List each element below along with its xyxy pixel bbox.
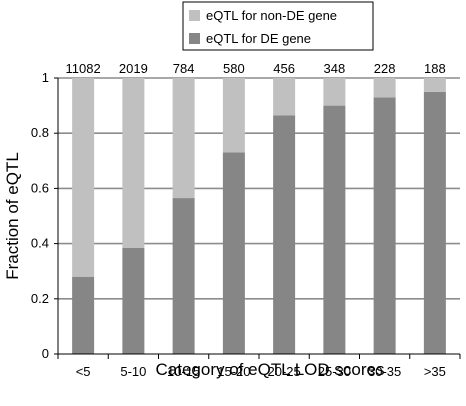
bar-segment: [423, 78, 446, 92]
bar-segment: [273, 115, 296, 354]
bar-segment: [72, 276, 95, 354]
bar-segment: [222, 152, 245, 354]
y-tick-labels: 0 0.2 0.4 0.6 0.8 1: [31, 70, 49, 361]
count-label: 188: [424, 61, 446, 76]
legend-swatch-non-de: [189, 10, 200, 21]
count-label: 228: [374, 61, 396, 76]
x-tick-label: 20-25: [268, 364, 301, 379]
x-tick-labels: <5 5-10 10-15 15-20 20-25 25-30 30-35 >35: [76, 364, 446, 379]
count-label: 580: [223, 61, 245, 76]
legend-box: [182, 1, 374, 51]
bar-segment: [273, 78, 296, 116]
y-tick-label: 0.4: [31, 236, 49, 251]
plot-area: [58, 78, 460, 354]
y-tick-label: 0.2: [31, 291, 49, 306]
bar-segment: [323, 105, 346, 354]
x-tick-label: 10-15: [167, 364, 200, 379]
count-labels: 11082 2019 784 580 456 348 228 188: [66, 61, 446, 76]
x-axis-title: Category of eQTL LOD scores: [156, 360, 385, 379]
bar-segment: [222, 78, 245, 153]
x-tick-label: 15-20: [217, 364, 250, 379]
y-tick-label: 0.8: [31, 125, 49, 140]
count-label: 456: [273, 61, 295, 76]
count-label: 2019: [119, 61, 148, 76]
count-label: 784: [173, 61, 195, 76]
axes: [54, 77, 461, 359]
x-tick-label: 25-30: [318, 364, 351, 379]
bar-segment: [122, 247, 145, 354]
bar-segment: [373, 78, 396, 98]
bar-segment: [323, 78, 346, 106]
bars: [72, 78, 446, 355]
y-tick-label: 1: [42, 70, 49, 85]
count-label: 348: [324, 61, 346, 76]
bar-segment: [72, 78, 95, 277]
x-tick-label: 30-35: [368, 364, 401, 379]
x-tick-label: >35: [424, 364, 446, 379]
legend-label-de: eQTL for DE gene: [206, 31, 311, 46]
bar-segment: [122, 78, 145, 248]
bar-segment: [423, 91, 446, 355]
y-axis-title: Fraction of eQTL: [3, 152, 22, 280]
legend-swatch-de: [189, 33, 200, 44]
legend-label-non-de: eQTL for non-DE gene: [206, 8, 337, 23]
y-tick-label: 0.6: [31, 180, 49, 195]
x-tick-label: <5: [76, 364, 91, 379]
y-tick-label: 0: [42, 346, 49, 361]
bar-segment: [172, 78, 195, 199]
bar-segment: [172, 198, 195, 354]
bar-segment: [373, 97, 396, 354]
count-label: 11082: [66, 61, 101, 76]
x-tick-label: 5-10: [120, 364, 146, 379]
legend: eQTL for non-DE gene eQTL for DE gene: [182, 1, 374, 51]
